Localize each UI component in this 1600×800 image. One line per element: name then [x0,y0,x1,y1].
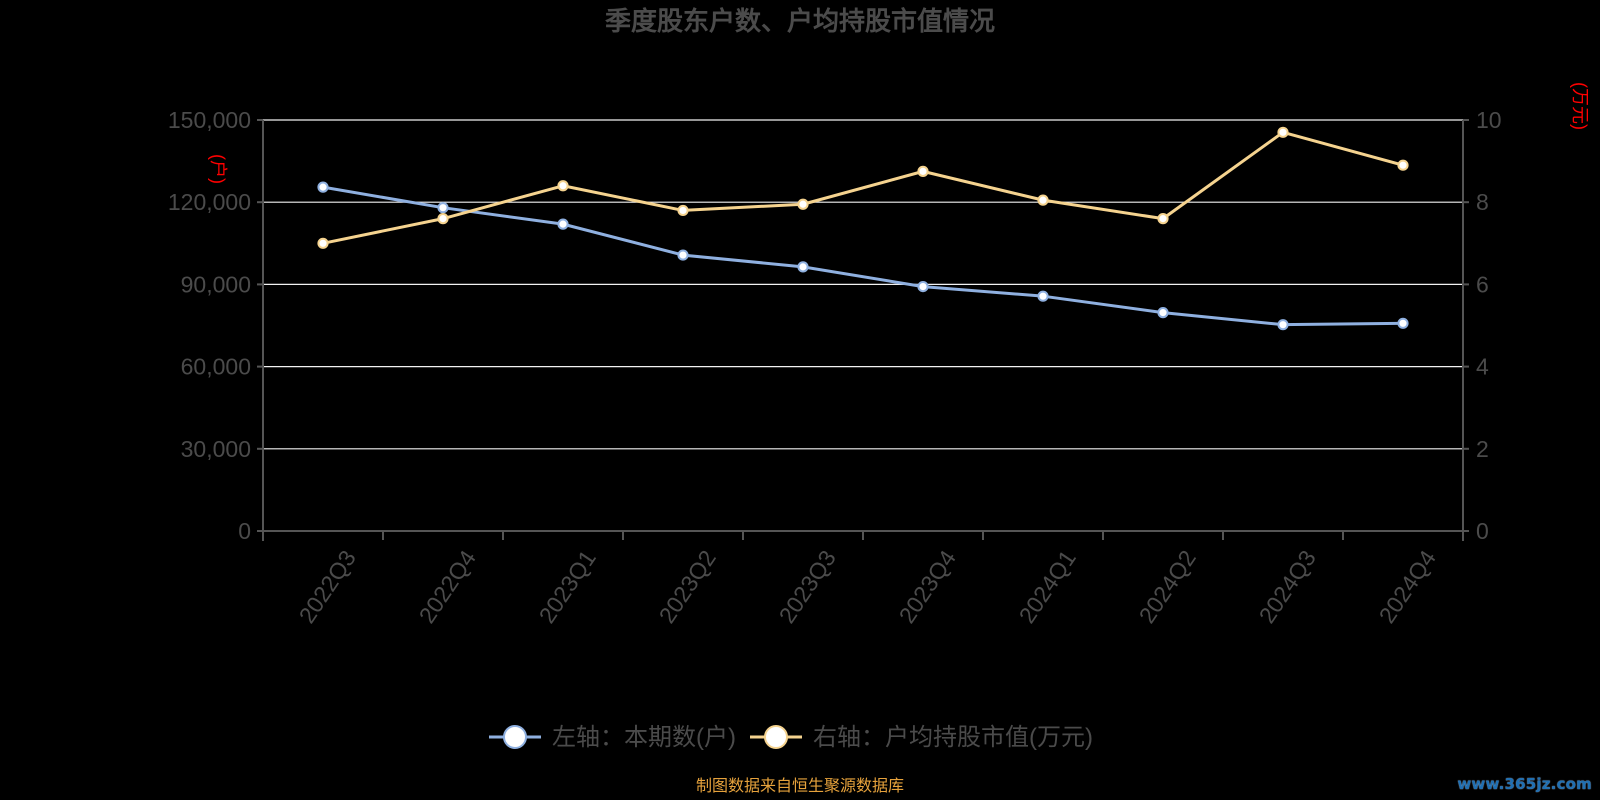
series-point-right-axis [317,237,329,249]
left-axis-tick-label: 90,000 [181,271,251,297]
x-axis-tick-label: 2023Q3 [774,545,841,627]
series-point-right-axis [797,198,809,210]
legend-marker-icon [764,725,788,749]
grid-lines [263,119,1463,450]
legend-marker-icon [503,725,527,749]
x-axis-tick-label: 2024Q4 [1374,545,1441,628]
left-axis-tick-label: 0 [238,518,251,544]
legend-item-left-series[interactable]: 左轴：本期数(户) [489,724,736,751]
right-axis-tick-label: 0 [1476,518,1489,544]
series-point-right-axis [1277,126,1289,138]
left-axis-tick-label: 30,000 [181,436,251,462]
right-axis-unit-label: (万元) [1570,82,1590,130]
left-axis-tick-label: 60,000 [181,354,251,380]
series-point-right-axis [437,213,449,225]
series-line-right-axis [321,130,1405,245]
legend-label: 左轴：本期数(户) [552,724,736,751]
x-axis-tick-label: 2024Q2 [1134,545,1201,627]
left-axis-unit-label: (户) [208,154,228,184]
series-point-left-axis [797,261,809,273]
series-point-left-axis [557,218,569,230]
series-point-right-axis [677,204,689,217]
series-point-right-axis [1397,159,1409,171]
x-axis-tick-label: 2022Q4 [414,545,481,628]
right-axis-tick-label: 6 [1476,271,1489,297]
right-axis-tick-label: 10 [1476,107,1502,133]
series-point-left-axis [917,280,929,293]
x-axis-tick-label: 2024Q3 [1254,545,1321,627]
series-point-left-axis [1037,290,1049,302]
series-point-right-axis [557,180,569,192]
series-point-left-axis [1397,317,1409,329]
legend-label: 右轴：户均持股市值(万元) [813,724,1093,751]
x-axis-tick-label: 2022Q3 [294,545,361,627]
series-point-left-axis [1157,307,1169,319]
series-point-right-axis [1037,194,1049,206]
series-point-right-axis [1157,213,1169,225]
legend-item-right-series[interactable]: 右轴：户均持股市值(万元) [750,724,1093,751]
series-point-left-axis [317,181,329,193]
axes: 0 30,000 60,000 90,000 120,000 150,000 0 2 4 6 8 10… [168,82,1590,628]
chart-title: 季度股东户数、户均持股市值情况 [605,6,995,37]
watermark: www.365jz.com [1457,775,1592,793]
series-point-right-axis [917,165,929,177]
x-axis-tick-label: 2024Q1 [1014,545,1081,627]
series-point-left-axis [437,202,449,214]
series-layer [317,126,1409,331]
data-source-note: 制图数据来自恒生聚源数据库 [695,776,904,795]
series-line-left-axis [321,185,1405,327]
series-point-left-axis [1277,319,1289,331]
legend[interactable]: 左轴：本期数(户) 右轴：户均持股市值(万元) [489,724,1093,751]
x-axis-tick-label: 2023Q4 [894,545,961,628]
right-axis-tick-label: 8 [1476,189,1489,215]
left-axis-tick-label: 150,000 [168,107,251,133]
x-axis-tick-label: 2023Q2 [654,545,721,627]
right-axis-tick-label: 4 [1476,354,1489,380]
left-axis-tick-label: 120,000 [168,189,251,215]
x-axis-tick-label: 2023Q1 [534,545,601,627]
right-axis-tick-label: 2 [1476,436,1489,462]
series-point-left-axis [677,249,689,261]
